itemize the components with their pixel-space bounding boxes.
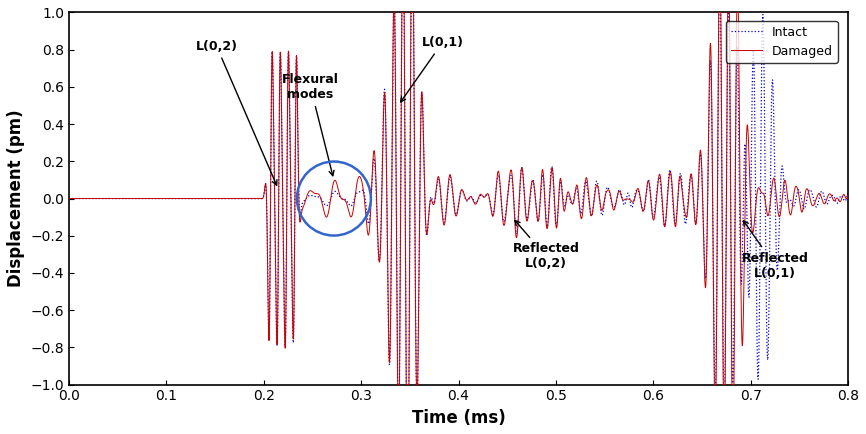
Damaged: [578, 202, 589, 207]
Text: L(0,1): L(0,1): [401, 36, 463, 102]
Text: L(0,2): L(0,2): [196, 39, 277, 185]
Damaged: [763, 213, 773, 218]
Intact: [64, 196, 74, 201]
Y-axis label: Displacement (pm): Displacement (pm): [7, 110, 25, 287]
Damaged: [843, 193, 853, 198]
Intact: [320, 203, 331, 208]
X-axis label: Time (ms): Time (ms): [411, 409, 506, 427]
Damaged: [320, 213, 331, 218]
Damaged: [136, 196, 146, 201]
Intact: [843, 190, 853, 195]
Damaged: [780, 181, 791, 186]
Intact: [780, 198, 791, 203]
Text: Reflected
L(0,2): Reflected L(0,2): [513, 220, 579, 270]
Intact: [388, 10, 398, 15]
Intact: [763, 353, 773, 358]
Damaged: [629, 199, 639, 204]
Intact: [629, 198, 639, 204]
Intact: [136, 196, 146, 201]
Damaged: [64, 196, 74, 201]
Text: Reflected
L(0,1): Reflected L(0,1): [741, 221, 809, 279]
Intact: [392, 382, 403, 387]
Legend: Intact, Damaged: Intact, Damaged: [726, 20, 838, 63]
Line: Intact: Intact: [69, 13, 848, 385]
Line: Damaged: Damaged: [69, 13, 848, 385]
Intact: [578, 193, 589, 198]
Damaged: [392, 382, 403, 387]
Damaged: [388, 10, 398, 15]
Text: Flexural
modes: Flexural modes: [282, 73, 339, 176]
